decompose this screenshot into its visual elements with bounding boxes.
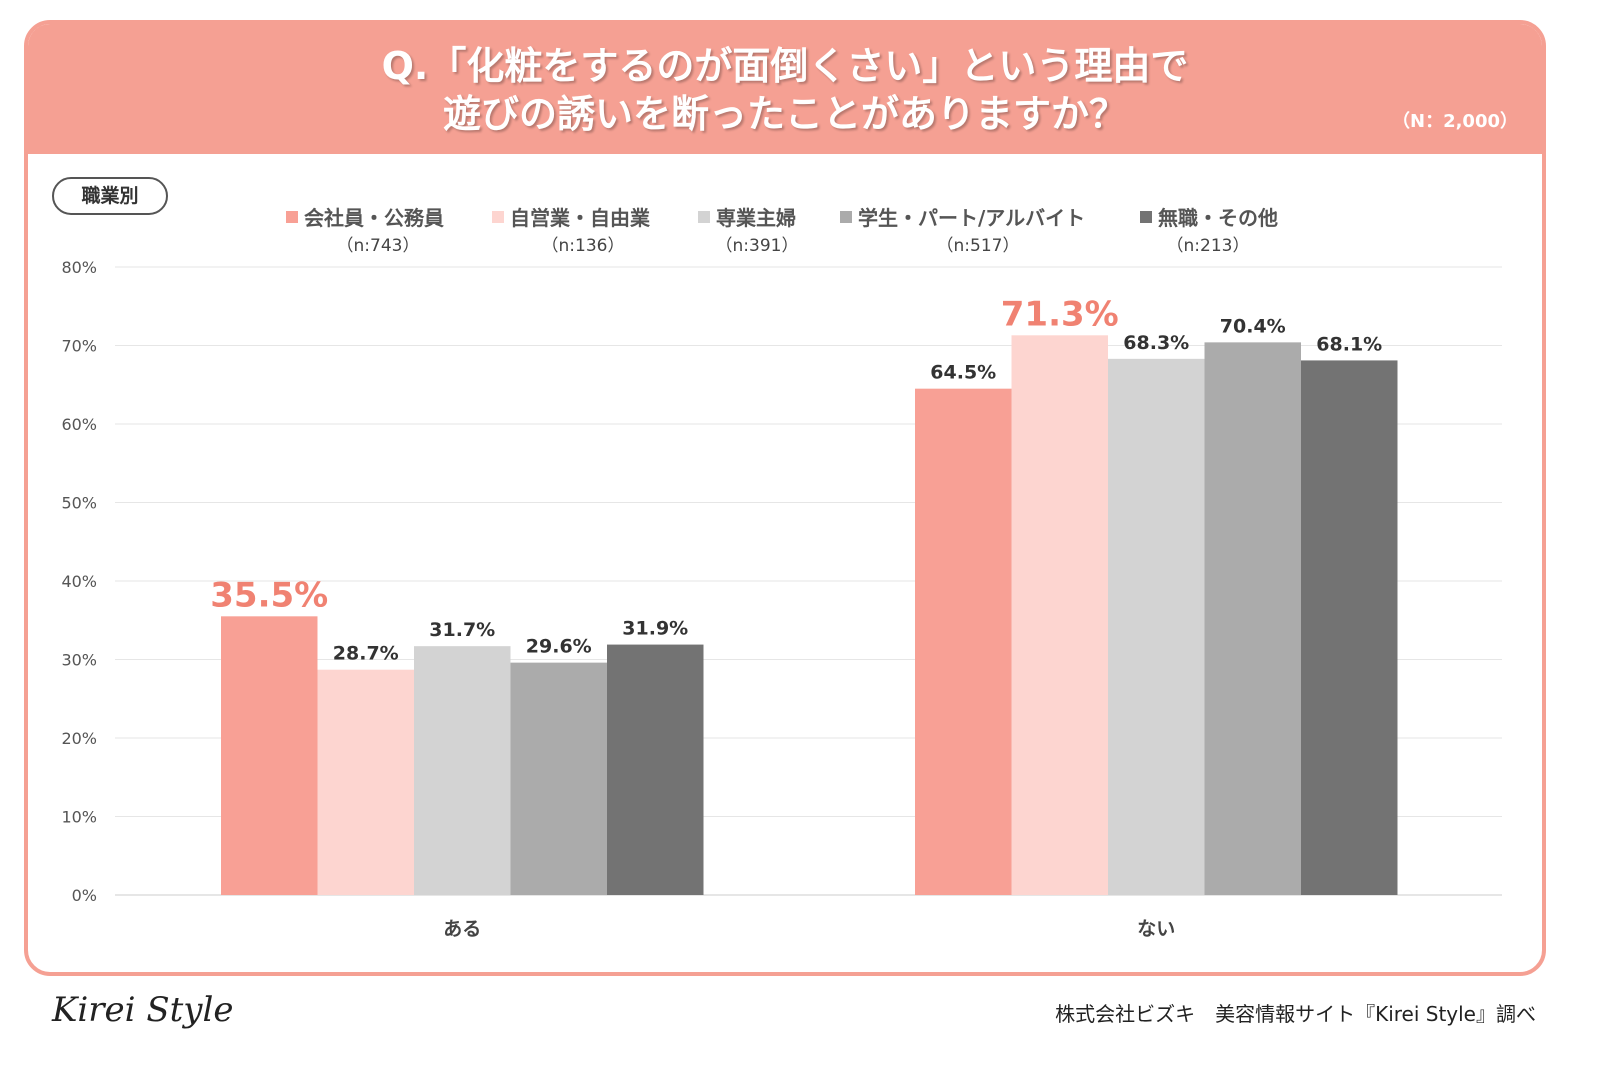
legend-label: 学生・パート/アルバイト (858, 206, 1085, 230)
y-tick-label: 40% (61, 572, 97, 591)
legend-swatch (698, 211, 710, 223)
bar (317, 669, 414, 895)
y-tick-label: 10% (61, 808, 97, 827)
category-badge: 職業別 (52, 177, 168, 215)
legend-swatch (286, 211, 298, 223)
y-tick-label: 0% (72, 886, 97, 905)
legend-swatch (1140, 211, 1152, 223)
legend-n: （n:743） (337, 236, 420, 256)
data-label: 35.5% (210, 575, 328, 615)
y-tick-label: 60% (61, 415, 97, 434)
title-line-1: Q.「化粧をするのが面倒くさい」という理由で (381, 44, 1189, 88)
y-tick-label: 70% (61, 337, 97, 356)
legend-n: （n:136） (542, 236, 625, 256)
x-category-label: ない (1137, 918, 1175, 940)
title-line-2: 遊びの誘いを断ったことがありますか？ (442, 92, 1127, 136)
legend-swatch (840, 211, 852, 223)
legend-label: 自営業・自由業 (510, 206, 651, 230)
legend-label: 専業主婦 (716, 206, 796, 230)
legend-label: 無職・その他 (1158, 206, 1278, 230)
x-category-label: ある (443, 918, 481, 940)
bar (607, 644, 704, 895)
legend-swatch (492, 211, 504, 223)
data-label: 31.9% (622, 618, 688, 640)
legend-n: （n:391） (716, 236, 799, 256)
data-label: 28.7% (333, 643, 399, 665)
brand-logo: Kirei Style (52, 990, 234, 1030)
bar (1301, 360, 1398, 895)
data-label: 29.6% (526, 636, 592, 658)
bar (1108, 358, 1205, 896)
y-tick-label: 30% (61, 651, 97, 670)
bar (510, 662, 607, 895)
data-label: 68.3% (1123, 332, 1189, 354)
data-label: 70.4% (1220, 315, 1286, 337)
legend-n: （n:213） (1167, 236, 1250, 256)
bar (915, 388, 1012, 895)
data-label: 68.1% (1316, 333, 1382, 355)
y-tick-label: 50% (61, 494, 97, 513)
bar (1011, 335, 1108, 895)
y-tick-label: 80% (61, 258, 97, 277)
data-label: 64.5% (930, 362, 996, 384)
chart-header: Q.「化粧をするのが面倒くさい」という理由で 遊びの誘いを断ったことがありますか… (28, 24, 1542, 154)
sample-size: （N：2,000） (1392, 111, 1518, 132)
bar (1204, 342, 1301, 895)
bar (221, 616, 318, 895)
source-credit: 株式会社ビズキ 美容情報サイト『Kirei Style』調べ (1055, 1002, 1536, 1026)
y-tick-label: 20% (61, 729, 97, 748)
bar (414, 646, 511, 895)
legend-n: （n:517） (937, 236, 1020, 256)
data-label: 31.7% (429, 619, 495, 641)
legend-label: 会社員・公務員 (304, 206, 444, 230)
data-label: 71.3% (1001, 294, 1119, 334)
